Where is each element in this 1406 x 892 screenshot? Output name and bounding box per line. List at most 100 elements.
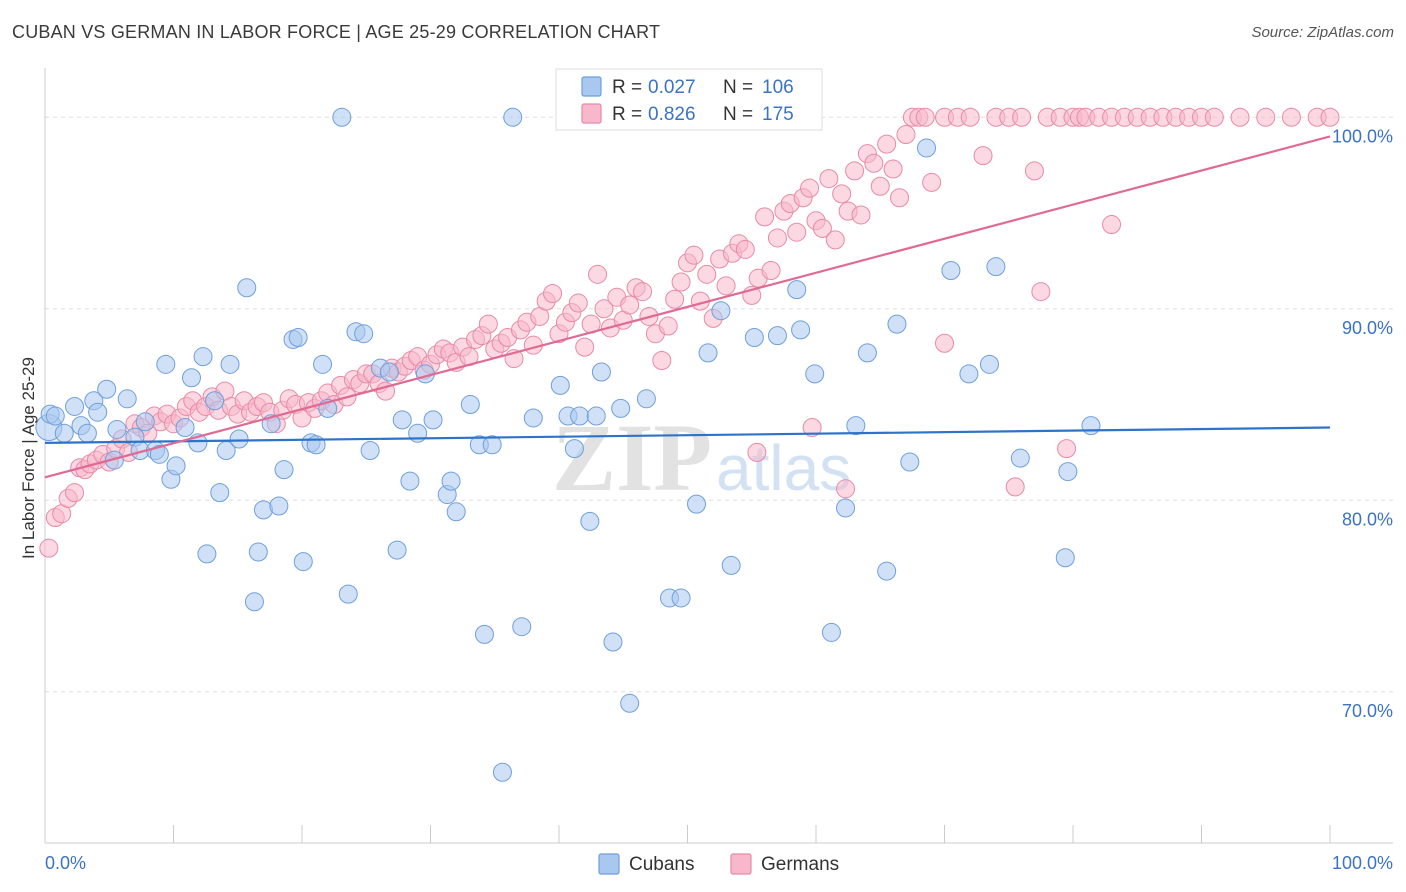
cubans-point: [441, 471, 461, 491]
cubans-point: [917, 138, 937, 158]
germans-point: [620, 295, 640, 315]
legend-r-label-germans: R =: [612, 104, 642, 125]
cubans-point: [877, 561, 897, 581]
cubans-point: [332, 107, 352, 127]
cubans-point: [104, 450, 124, 470]
germans-point: [877, 134, 897, 154]
y-tick-label-70: 70.0%: [1342, 701, 1393, 721]
cubans-points: [35, 107, 1101, 782]
germans-point: [658, 316, 678, 336]
cubans-point: [166, 456, 186, 476]
cubans-point: [523, 408, 543, 428]
germans-point: [935, 333, 954, 353]
cubans-point: [229, 429, 249, 449]
legend-r-value-cubans: 0.027: [648, 77, 696, 98]
germans-point: [665, 289, 685, 309]
legend-r-label-cubans: R =: [612, 77, 642, 98]
cubans-point: [805, 364, 825, 384]
cubans-point: [591, 362, 611, 382]
germans-point: [1256, 107, 1276, 127]
cubans-point: [564, 439, 584, 459]
cubans-point: [791, 320, 811, 340]
cubans-point: [117, 389, 137, 409]
germans-point: [543, 283, 563, 303]
cubans-point: [248, 542, 268, 562]
germans-point: [896, 125, 916, 145]
cubans-point: [482, 435, 502, 455]
cubans-point: [767, 326, 787, 346]
cubans-point: [503, 107, 523, 127]
germans-point: [761, 261, 781, 280]
cubans-point: [210, 483, 230, 503]
cubans-point: [244, 592, 264, 612]
germans-point: [960, 107, 980, 127]
germans-points: [39, 107, 1340, 558]
cubans-point: [387, 540, 407, 560]
cubans-point: [1058, 462, 1078, 482]
germans-point: [812, 218, 832, 238]
cubans-point: [941, 261, 961, 280]
germans-point: [1057, 439, 1077, 459]
germans-point: [1005, 477, 1025, 497]
cubans-point: [149, 444, 169, 464]
cubans-point: [400, 471, 420, 491]
legend-r-value-germans: 0.826: [648, 104, 696, 125]
legend-bottom: Cubans Germans: [598, 853, 839, 875]
cubans-point: [269, 496, 289, 516]
germans-point: [747, 442, 767, 462]
x-tick-label-100: 100.0%: [1332, 853, 1393, 873]
cubans-point: [857, 343, 877, 363]
cubans-point: [379, 362, 399, 382]
germans-point: [568, 293, 588, 313]
germans-point: [1230, 107, 1250, 127]
cubans-point: [45, 406, 65, 426]
y-tick-label-90: 90.0%: [1342, 318, 1393, 338]
cubans-point: [1081, 416, 1101, 436]
germans-point: [767, 228, 787, 248]
germans-point: [851, 205, 871, 225]
cubans-point: [446, 502, 466, 522]
cubans-point: [220, 354, 240, 374]
germans-trend-line: [44, 135, 1331, 479]
cubans-point: [636, 389, 656, 409]
cubans-point: [77, 423, 97, 443]
germans-point: [1102, 215, 1122, 235]
cubans-point: [787, 280, 807, 300]
cubans-point: [423, 410, 443, 430]
cubans-point: [744, 328, 764, 348]
axes-layer: [44, 68, 1393, 844]
cubans-point: [360, 441, 380, 461]
cubans-point: [205, 391, 225, 411]
cubans-point: [979, 354, 999, 374]
germans-point: [883, 159, 903, 179]
legend-n-value-cubans: 106: [762, 77, 794, 98]
legend-bottom-swatch-germans: [730, 853, 752, 875]
legend-n-value-germans: 175: [762, 104, 794, 125]
germans-point: [864, 153, 884, 173]
cubans-point: [65, 396, 85, 416]
chart-title: CUBAN VS GERMAN IN LABOR FORCE | AGE 25-…: [12, 22, 661, 42]
cubans-point: [474, 624, 494, 644]
germans-point: [890, 188, 910, 208]
watermark-atlas: atlas: [716, 432, 851, 504]
germans-point: [1031, 282, 1051, 302]
cubans-point: [887, 314, 907, 334]
trend-layer: [44, 135, 1331, 479]
cubans-point: [570, 406, 590, 426]
cubans-point: [836, 498, 856, 518]
legend-bottom-label-germans: Germans: [761, 854, 839, 875]
cubans-point: [156, 354, 176, 374]
germans-point: [716, 276, 736, 296]
germans-point: [39, 538, 59, 558]
legend-n-label-cubans: N =: [723, 77, 753, 98]
cubans-point: [88, 402, 108, 422]
y-tick-label-80: 80.0%: [1342, 509, 1393, 529]
legend-top: R = 0.027 N = 106 R = 0.826 N = 175: [555, 68, 823, 131]
cubans-point: [1010, 448, 1030, 468]
cubans-point: [671, 588, 691, 608]
germans-point: [800, 178, 820, 198]
cubans-point: [354, 324, 374, 344]
germans-point: [697, 264, 717, 284]
cubans-point: [293, 552, 313, 572]
germans-point: [478, 314, 498, 334]
